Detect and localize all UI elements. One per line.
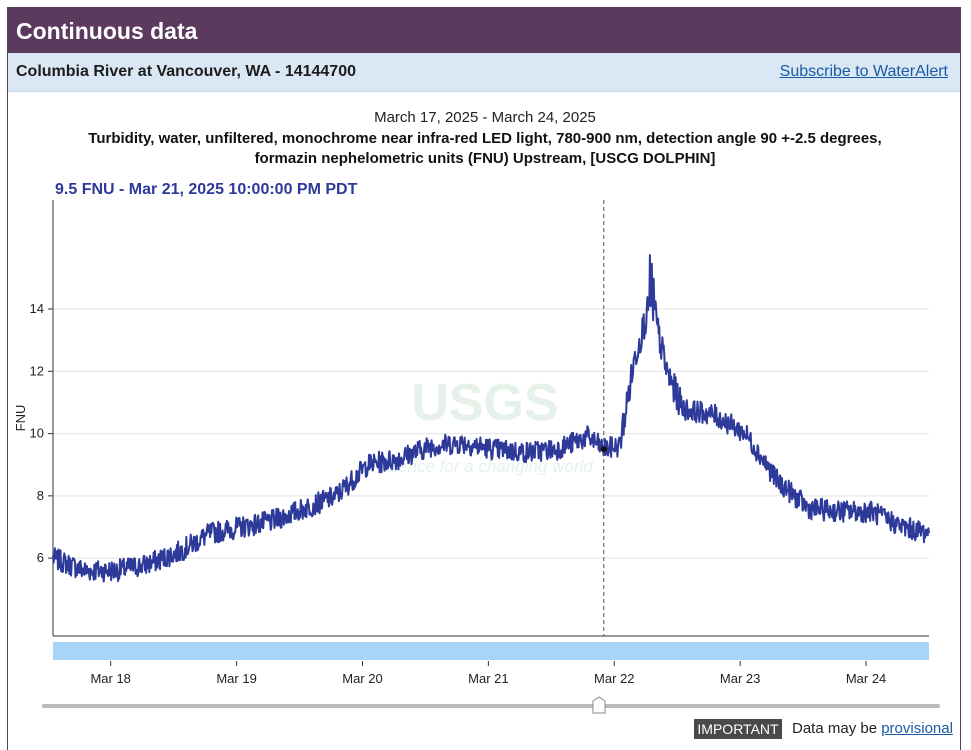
x-tick-label: Mar 24 — [846, 671, 886, 686]
y-tick-label: 12 — [30, 363, 44, 378]
site-bar: Columbia River at Vancouver, WA - 141447… — [8, 53, 960, 92]
x-tick-label: Mar 18 — [90, 671, 130, 686]
y-tick-label: 6 — [37, 550, 44, 565]
usgs-watermark-logo: USGS — [411, 374, 558, 432]
time-slider-handle[interactable] — [592, 696, 606, 714]
panel-title: Continuous data — [8, 8, 960, 53]
y-tick-label: 14 — [30, 301, 44, 316]
hover-point-marker — [600, 446, 607, 453]
x-tick-label: Mar 23 — [720, 671, 760, 686]
subscribe-wateralert-link[interactable]: Subscribe to WaterAlert — [779, 63, 948, 80]
site-name: Columbia River at Vancouver, WA - 141447… — [16, 63, 356, 80]
y-axis-label: FNU — [13, 405, 28, 432]
usgs-watermark-tagline: science for a changing world — [377, 457, 593, 476]
important-badge: IMPORTANT — [694, 719, 782, 739]
continuous-data-panel: Continuous data Columbia River at Vancou… — [7, 7, 961, 750]
chart-date-range: March 17, 2025 - March 24, 2025 — [374, 109, 596, 126]
chart-title-line-1: Turbidity, water, unfiltered, monochrome… — [88, 130, 881, 147]
y-tick-label: 8 — [37, 488, 44, 503]
turbidity-series-line — [52, 254, 930, 583]
brush-strip[interactable] — [53, 642, 929, 660]
y-tick-label: 10 — [30, 426, 44, 441]
x-tick-label: Mar 21 — [468, 671, 508, 686]
x-tick-label: Mar 19 — [216, 671, 256, 686]
chart-title-line-2: formazin nephelometric units (FNU) Upstr… — [255, 150, 716, 167]
x-tick-label: Mar 20 — [342, 671, 382, 686]
provisional-note: Data may be provisional — [792, 720, 953, 737]
provisional-link[interactable]: provisional — [881, 720, 953, 737]
hover-tooltip: 9.5 FNU - Mar 21, 2025 10:00:00 PM PDT — [55, 181, 358, 198]
provisional-note-text: Data may be — [792, 720, 882, 737]
x-tick-label: Mar 22 — [594, 671, 634, 686]
